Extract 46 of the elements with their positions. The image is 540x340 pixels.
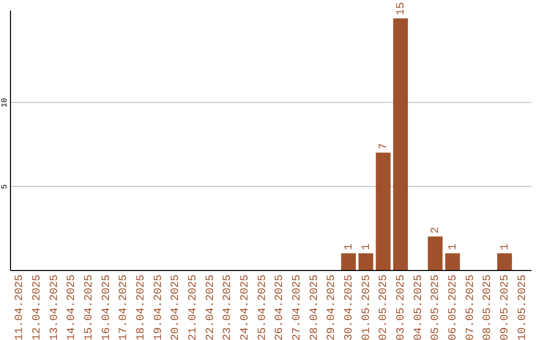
x-tick-label: 02.05.2025	[378, 274, 390, 340]
bar	[358, 253, 374, 270]
data-label: 1	[448, 243, 460, 250]
x-tick-label: 06.05.2025	[448, 274, 460, 340]
bar	[376, 152, 391, 270]
x-tick-label: 27.04.2025	[292, 274, 304, 340]
x-tick-label: 23.04.2025	[222, 274, 234, 340]
bar	[393, 18, 408, 270]
x-tick-label: 15.04.2025	[83, 274, 96, 340]
x-tick-label: 12.04.2025	[31, 274, 44, 340]
x-tick-label: 26.04.2025	[274, 274, 286, 340]
bar	[428, 236, 443, 270]
x-tick-label: 28.04.2025	[308, 274, 321, 340]
x-tick-label: 18.04.2025	[135, 274, 148, 340]
x-tick-label: 22.04.2025	[204, 274, 217, 340]
x-tick-label: 20.04.2025	[170, 274, 182, 340]
x-tick-label: 04.05.2025	[412, 274, 425, 340]
data-label: 1	[344, 243, 356, 250]
data-label: 1	[500, 243, 512, 250]
x-tick-label: 19.04.2025	[152, 274, 165, 340]
data-label: 15	[396, 2, 408, 16]
bar	[497, 253, 512, 270]
x-tick-label: 24.04.2025	[239, 274, 252, 340]
x-tick-label: 13.04.2025	[48, 274, 61, 340]
bar	[341, 253, 356, 270]
x-tick-label: 29.04.2025	[326, 274, 338, 340]
x-tick-label: 07.05.2025	[464, 274, 477, 340]
y-tick-label: 10	[0, 98, 10, 108]
bar	[445, 253, 460, 270]
x-tick-label: 10.05.2025	[516, 274, 529, 340]
x-tick-label: 09.05.2025	[500, 274, 512, 340]
x-tick-label: 08.05.2025	[482, 274, 494, 340]
x-tick-label: 17.04.2025	[118, 274, 130, 340]
data-label: 1	[360, 243, 373, 250]
x-tick-label: 21.04.2025	[187, 274, 200, 340]
x-tick-label: 11.04.2025	[14, 274, 26, 340]
data-label: 7	[378, 142, 390, 150]
y-tick-label: 5	[0, 184, 10, 190]
x-tick-label: 14.04.2025	[66, 274, 78, 340]
x-tick-label: 03.05.2025	[396, 274, 408, 340]
x-tick-label: 25.04.2025	[256, 274, 269, 340]
x-tick-label: 30.04.2025	[344, 274, 356, 340]
x-tick-label: 05.05.2025	[430, 274, 442, 340]
data-label: 2	[430, 226, 442, 234]
x-tick-label: 16.04.2025	[100, 274, 113, 340]
x-tick-label: 01.05.2025	[360, 274, 373, 340]
